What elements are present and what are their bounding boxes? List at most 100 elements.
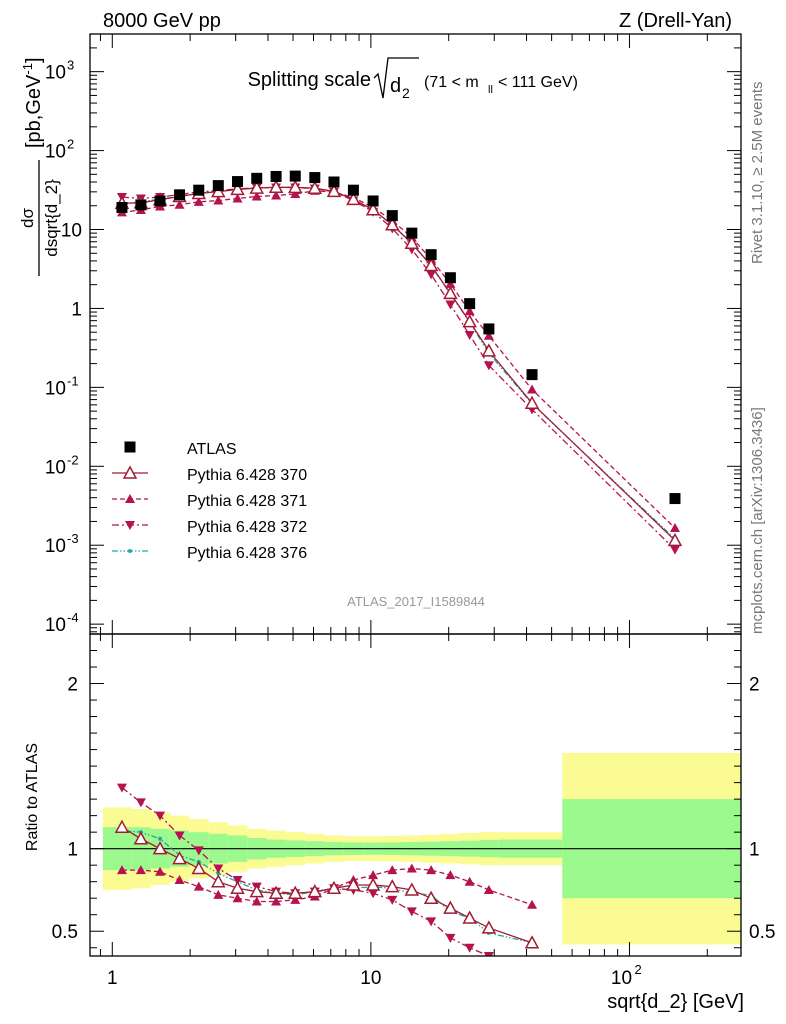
- series-point-2: [527, 384, 538, 394]
- atlas-point: [347, 184, 359, 196]
- atlas-point: [669, 493, 681, 505]
- series-point-3: [445, 300, 456, 310]
- ratio-point-2: [193, 846, 204, 856]
- y-tick-label-exponent: -1: [67, 373, 79, 388]
- ratio-tick-label-right: 2: [749, 675, 760, 696]
- ratio-point-2: [426, 917, 437, 927]
- legend-label: Pythia 6.428 372: [187, 519, 307, 536]
- main-series-lines: [121, 186, 676, 551]
- y-tick-label-exponent: -4: [67, 610, 79, 625]
- series-point-1: [423, 257, 439, 272]
- ylabel-unit-sup: -1: [20, 63, 35, 75]
- analysis-watermark: ATLAS_2017_I1589844: [347, 594, 485, 609]
- y-axis-label: dσ dsqrt{d_2}: [18, 160, 61, 276]
- ratio-point-2: [445, 933, 456, 943]
- title-subscript: 2: [402, 85, 410, 101]
- series-point-3: [483, 361, 494, 371]
- ratio-point-1: [387, 865, 398, 875]
- ratio-line-3: [121, 829, 533, 944]
- ratio-point-0: [385, 879, 400, 893]
- series-line-3: [121, 186, 676, 551]
- ratio-line-1: [121, 867, 533, 906]
- y-tick-label-exponent: -3: [67, 531, 79, 546]
- series-point-1: [667, 532, 683, 547]
- series-point-1: [326, 183, 342, 198]
- ratio-uncertainty-bands: [90, 752, 741, 945]
- ratio-point-2: [464, 943, 475, 953]
- ylabel-unit-end: ]: [23, 57, 45, 63]
- atlas-point: [309, 172, 321, 184]
- series-point-1: [462, 314, 477, 328]
- series-point-2: [174, 199, 185, 209]
- rivet-info: Rivet 3.1.10, ≥ 2.5M events: [749, 82, 766, 265]
- svg-text:[pb,GeV-1]: [pb,GeV-1]: [20, 57, 45, 148]
- ratio-point-0: [152, 841, 168, 855]
- y-tick-label-exponent: 3: [67, 58, 74, 73]
- header-right: Z (Drell-Yan): [619, 10, 732, 32]
- ratio-point-2: [155, 811, 166, 821]
- series-point-2: [483, 330, 494, 340]
- series-point-1: [365, 202, 381, 216]
- ratio-point-1: [368, 870, 379, 880]
- y-tick-label: 10: [45, 457, 66, 478]
- series-point-3: [669, 545, 680, 555]
- atlas-point: [232, 176, 244, 188]
- y-tick-label: 10: [45, 142, 66, 163]
- ylabel-denominator: dsqrt{d_2}: [42, 179, 61, 257]
- legend-marker: [125, 494, 135, 503]
- series-point-2: [232, 193, 243, 203]
- ratio-point-0: [423, 890, 439, 904]
- series-line-2: [121, 190, 676, 529]
- ratio-point-1: [426, 865, 437, 875]
- header-left: 8000 GeV pp: [103, 10, 221, 32]
- y-tick-label-exponent: 2: [67, 137, 74, 152]
- ratio-point-0: [365, 877, 381, 891]
- ratio-point-2: [135, 798, 146, 808]
- legend-label: Pythia 6.428 370: [187, 467, 307, 484]
- ratio-point-1: [232, 893, 243, 903]
- series-point-1: [385, 217, 400, 231]
- series-point-2: [271, 190, 282, 200]
- series-point-2: [251, 191, 262, 201]
- x-tick-label-exponent: 2: [634, 962, 641, 977]
- atlas-point: [135, 199, 147, 211]
- title-range-b: < 111 GeV): [498, 74, 578, 91]
- series-point-1: [230, 181, 245, 196]
- legend-marker: [124, 441, 136, 453]
- y-tick-label: 1: [71, 299, 82, 320]
- y-tick-label: 10: [45, 536, 66, 557]
- ratio-point-2: [387, 895, 398, 905]
- series-line-1: [121, 186, 676, 541]
- series-point-2: [290, 188, 301, 198]
- ratio-point-3: [158, 836, 163, 841]
- ratio-tick-label-right: 1: [749, 840, 760, 861]
- ratio-point-0: [287, 885, 303, 900]
- ratio-tick-label-right: 0.5: [749, 922, 775, 943]
- y-tick-label-exponent: -2: [67, 452, 79, 467]
- y-tick-label: 10: [45, 615, 66, 636]
- legend-label: Pythia 6.428 371: [187, 493, 307, 510]
- ratio-point-2: [483, 952, 494, 956]
- atlas-point: [193, 184, 205, 196]
- legend-marker: [128, 549, 132, 553]
- series-point-1: [443, 285, 458, 300]
- atlas-point: [251, 172, 263, 184]
- ratio-point-1: [174, 875, 185, 885]
- ratio-point-1: [290, 894, 301, 904]
- ratio-point-2: [116, 783, 127, 793]
- ratio-point-1: [483, 884, 494, 894]
- atlas-point: [386, 210, 398, 222]
- ratio-point-1: [213, 889, 224, 899]
- series-point-1: [346, 191, 361, 206]
- series-point-1: [287, 179, 303, 194]
- x-tick-label: 10: [360, 968, 381, 989]
- series-point-2: [464, 306, 475, 316]
- ratio-point-0: [249, 884, 265, 898]
- ratio-point-2: [232, 876, 243, 886]
- ratio-tick-label: 0.5: [52, 922, 78, 943]
- mcplots-info: mcplots.cern.ch [arXiv:1306.3436]: [749, 407, 766, 634]
- legend: ATLAS Pythia 6.428 370 Pythia 6.428 371 Pyt…: [112, 441, 307, 562]
- atlas-point: [174, 189, 186, 201]
- main-data-marks: [114, 170, 683, 555]
- series-point-1: [307, 180, 323, 195]
